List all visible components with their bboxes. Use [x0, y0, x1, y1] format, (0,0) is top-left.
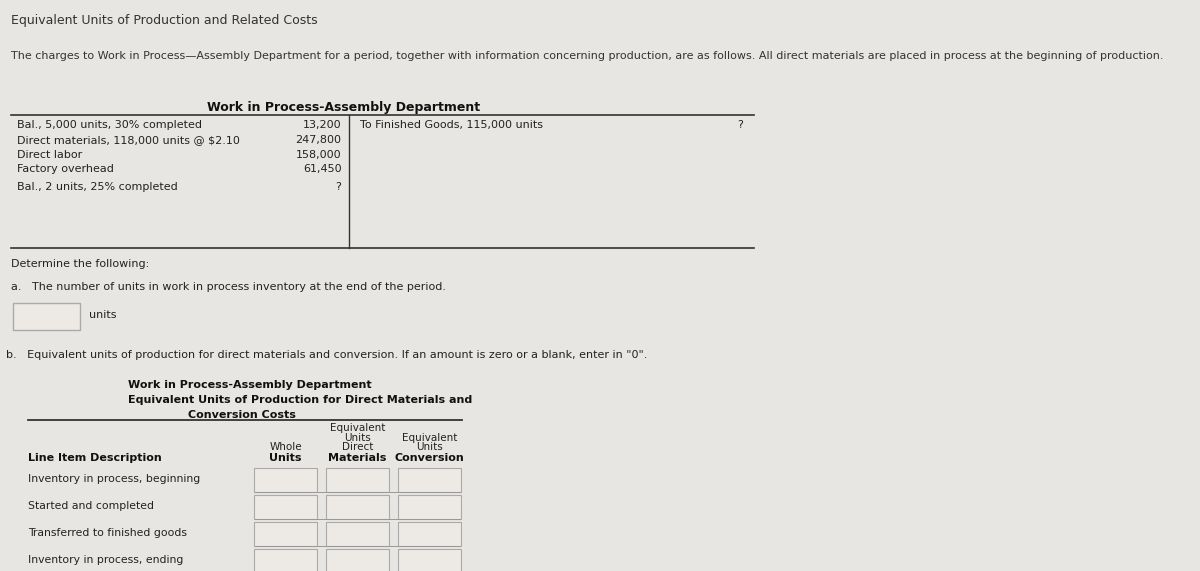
Text: Units: Units	[269, 453, 301, 463]
Text: 13,200: 13,200	[302, 120, 342, 130]
Text: Work in Process-Assembly Department: Work in Process-Assembly Department	[208, 101, 480, 114]
Text: Direct materials, 118,000 units @ $2.10: Direct materials, 118,000 units @ $2.10	[17, 135, 240, 145]
Text: To Finished Goods, 115,000 units: To Finished Goods, 115,000 units	[360, 120, 544, 130]
Text: Equivalent Units of Production for Direct Materials and: Equivalent Units of Production for Direc…	[127, 395, 472, 405]
Text: The charges to Work in Process—Assembly Department for a period, together with i: The charges to Work in Process—Assembly …	[11, 51, 1164, 61]
Text: Bal., 5,000 units, 30% completed: Bal., 5,000 units, 30% completed	[17, 120, 202, 130]
Text: Bal., 2 units, 25% completed: Bal., 2 units, 25% completed	[17, 182, 178, 192]
Text: 61,450: 61,450	[302, 164, 342, 174]
FancyBboxPatch shape	[13, 303, 80, 329]
Text: Determine the following:: Determine the following:	[11, 259, 149, 269]
FancyBboxPatch shape	[326, 521, 389, 546]
Text: Work in Process-Assembly Department: Work in Process-Assembly Department	[127, 380, 371, 390]
Text: 158,000: 158,000	[296, 150, 342, 160]
Text: Whole: Whole	[269, 443, 302, 452]
FancyBboxPatch shape	[398, 494, 461, 519]
FancyBboxPatch shape	[254, 468, 317, 492]
Text: Inventory in process, beginning: Inventory in process, beginning	[28, 474, 200, 484]
Text: Equivalent Units of Production and Related Costs: Equivalent Units of Production and Relat…	[11, 14, 318, 27]
FancyBboxPatch shape	[254, 494, 317, 519]
Text: b.   Equivalent units of production for direct materials and conversion. If an a: b. Equivalent units of production for di…	[6, 350, 647, 360]
Text: 247,800: 247,800	[295, 135, 342, 145]
Text: Started and completed: Started and completed	[28, 501, 154, 511]
Text: ?: ?	[737, 120, 743, 130]
Text: Inventory in process, ending: Inventory in process, ending	[28, 555, 184, 565]
Text: Units: Units	[344, 433, 371, 443]
Text: Units: Units	[416, 443, 443, 452]
FancyBboxPatch shape	[326, 494, 389, 519]
FancyBboxPatch shape	[326, 468, 389, 492]
FancyBboxPatch shape	[398, 521, 461, 546]
Text: Direct labor: Direct labor	[17, 150, 82, 160]
Text: Transferred to finished goods: Transferred to finished goods	[28, 528, 187, 538]
Text: Conversion Costs: Conversion Costs	[188, 409, 296, 420]
Text: Equivalent: Equivalent	[402, 433, 457, 443]
FancyBboxPatch shape	[398, 549, 461, 571]
FancyBboxPatch shape	[398, 468, 461, 492]
Text: Materials: Materials	[329, 453, 386, 463]
FancyBboxPatch shape	[254, 549, 317, 571]
Text: units: units	[89, 310, 116, 320]
FancyBboxPatch shape	[254, 521, 317, 546]
Text: a.   The number of units in work in process inventory at the end of the period.: a. The number of units in work in proces…	[11, 283, 446, 292]
Text: Line Item Description: Line Item Description	[28, 453, 162, 463]
Text: Conversion: Conversion	[395, 453, 464, 463]
Text: Direct: Direct	[342, 443, 373, 452]
Text: Equivalent: Equivalent	[330, 423, 385, 433]
Text: ?: ?	[336, 182, 342, 192]
Text: Factory overhead: Factory overhead	[17, 164, 114, 174]
FancyBboxPatch shape	[326, 549, 389, 571]
